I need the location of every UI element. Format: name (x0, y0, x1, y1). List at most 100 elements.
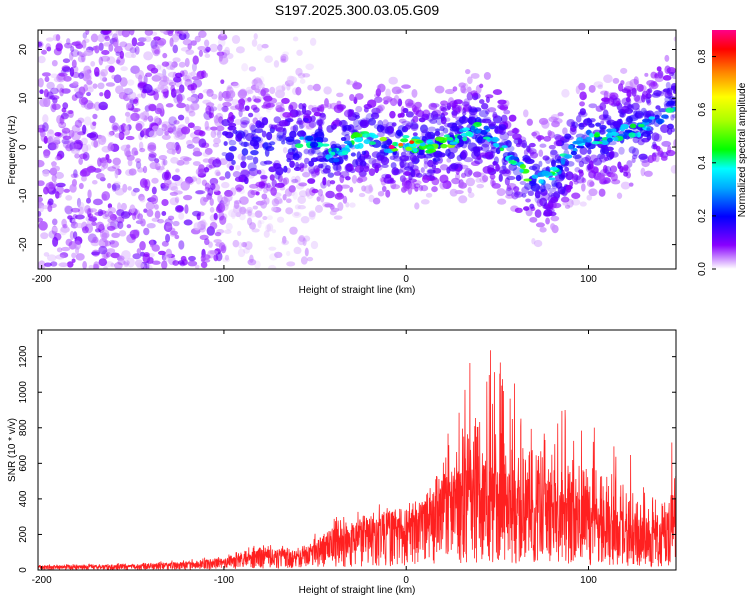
heatmap-cell (529, 149, 535, 157)
heatmap-cell (598, 188, 606, 197)
heatmap-cell (510, 205, 519, 212)
heatmap-cell (421, 113, 430, 121)
heatmap-cell (197, 92, 204, 100)
heatmap-cell (508, 114, 517, 122)
heatmap-cell (370, 112, 380, 120)
heatmap-cell (38, 55, 46, 64)
heatmap-cell (51, 160, 57, 169)
heatmap-cell (354, 125, 363, 131)
heatmap-cell (648, 82, 659, 90)
heatmap-cell (451, 177, 461, 185)
heatmap-cell (168, 116, 177, 126)
heatmap-cell (523, 178, 532, 182)
heatmap-x-tick-label: -200 (32, 274, 52, 285)
heatmap-cell (401, 84, 411, 89)
heatmap-cell (599, 124, 607, 130)
heatmap-cell (363, 139, 371, 145)
heatmap-cell (148, 103, 157, 112)
heatmap-cell (130, 107, 141, 112)
heatmap-cell (184, 57, 190, 68)
heatmap-cell (165, 169, 170, 179)
heatmap-cell (489, 174, 496, 180)
heatmap-cell (475, 177, 482, 183)
heatmap-cell (59, 87, 64, 97)
heatmap-cell (425, 192, 433, 198)
heatmap-cell (64, 205, 72, 214)
heatmap-cell (200, 261, 208, 269)
snr-y-tick-label: 600 (18, 455, 29, 472)
heatmap-cell (535, 222, 545, 228)
heatmap-cell (575, 115, 582, 123)
heatmap-cell (243, 247, 250, 254)
heatmap-cell (83, 38, 90, 43)
heatmap-cell (200, 219, 207, 228)
heatmap-cell (231, 99, 240, 106)
heatmap-cell (381, 185, 387, 192)
heatmap-cell (281, 97, 290, 105)
heatmap-cell (298, 182, 308, 187)
heatmap-cell (273, 116, 281, 124)
heatmap-cell (282, 235, 287, 244)
heatmap-cell (247, 212, 257, 218)
heatmap-cell (175, 144, 182, 155)
heatmap-cell (221, 49, 231, 56)
heatmap-cell (213, 114, 220, 124)
heatmap-cell (92, 198, 103, 206)
heatmap-cell (119, 50, 125, 59)
heatmap-cell (66, 261, 74, 268)
heatmap-cell (151, 260, 161, 265)
heatmap-cell (380, 156, 390, 165)
heatmap-cell (42, 169, 50, 177)
heatmap-cell (176, 102, 187, 109)
heatmap-cell (213, 239, 222, 244)
heatmap-cell (69, 230, 75, 240)
heatmap-cell (457, 139, 464, 148)
heatmap-cell (244, 241, 253, 250)
heatmap-cell (654, 75, 664, 83)
heatmap-cell (289, 226, 298, 235)
heatmap-cell (290, 228, 296, 235)
heatmap-cell (314, 204, 323, 213)
heatmap-cell (144, 178, 151, 189)
heatmap-cell (71, 218, 77, 226)
heatmap-cell (70, 173, 79, 179)
heatmap-cell (405, 146, 412, 151)
heatmap-cell (446, 157, 452, 163)
heatmap-cell (234, 176, 245, 183)
heatmap-cell (300, 256, 308, 265)
heatmap-cell (495, 163, 500, 172)
heatmap-cell (119, 77, 128, 87)
heatmap-cell (209, 198, 214, 206)
heatmap-cell (551, 159, 556, 168)
heatmap-cell (232, 239, 240, 248)
heatmap-cell (107, 211, 114, 218)
heatmap-cell (255, 82, 262, 90)
heatmap-cell (201, 254, 211, 260)
heatmap-cell (174, 72, 183, 79)
heatmap-cell (161, 123, 168, 132)
heatmap-cell (52, 236, 59, 247)
heatmap-cell (46, 254, 57, 262)
heatmap-cell (434, 130, 441, 136)
heatmap-cell (224, 171, 231, 179)
heatmap-cell (43, 186, 49, 195)
heatmap-cell (152, 125, 160, 131)
heatmap-cell (203, 111, 213, 121)
heatmap-cell (297, 117, 303, 124)
heatmap-cell (467, 86, 472, 94)
heatmap-cell (545, 156, 552, 164)
heatmap-cell (487, 107, 497, 113)
heatmap-cell (353, 118, 360, 128)
heatmap-cell (214, 232, 222, 237)
heatmap-cell (157, 250, 166, 256)
snr-series-line (38, 350, 676, 570)
heatmap-cell (83, 49, 94, 56)
heatmap-cell (130, 65, 140, 74)
heatmap-cell (147, 115, 154, 122)
heatmap-cell (194, 264, 200, 269)
heatmap-cell (298, 235, 305, 242)
heatmap-cell (205, 105, 212, 115)
heatmap-cell (45, 37, 54, 42)
heatmap-cell (362, 133, 371, 138)
heatmap-cell (65, 194, 73, 201)
